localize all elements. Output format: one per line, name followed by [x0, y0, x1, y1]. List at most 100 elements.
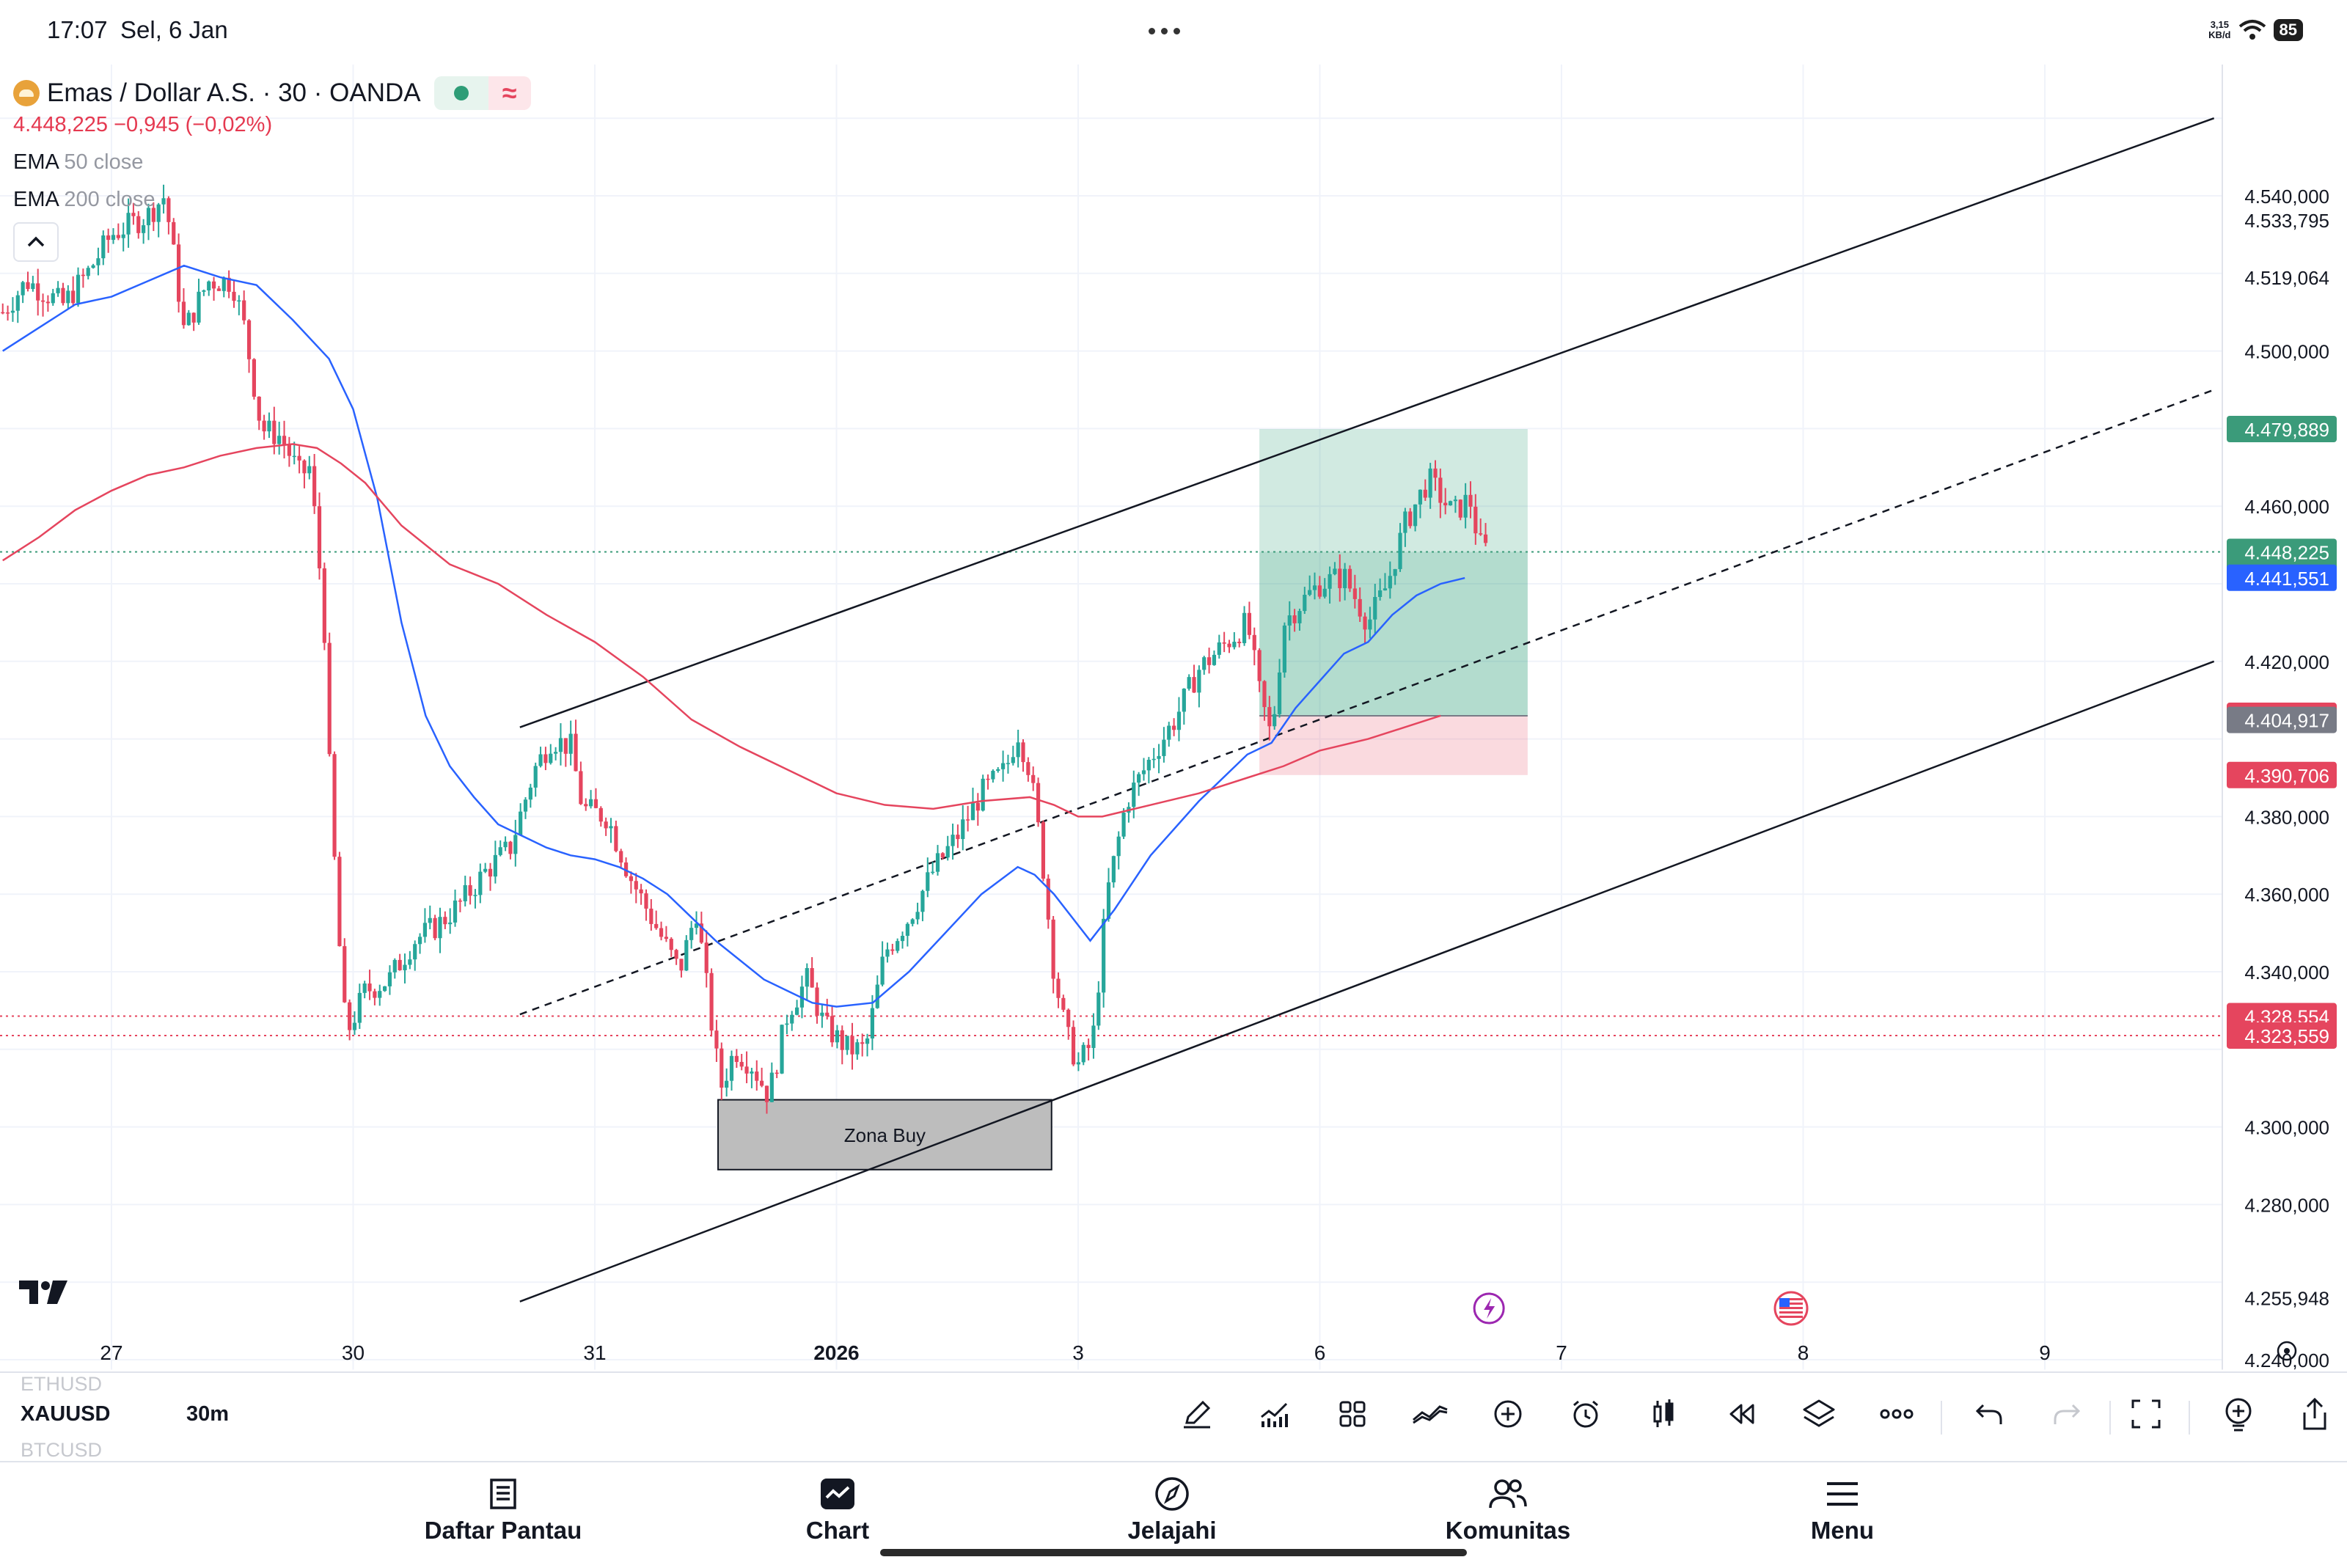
ema200-legend[interactable]: EMA 200 close: [13, 188, 531, 212]
fullscreen-button[interactable]: [2126, 1393, 2167, 1435]
tradingview-logo-icon[interactable]: [19, 1279, 69, 1305]
candle-body: [172, 221, 176, 245]
symbol-next[interactable]: BTCUSD: [21, 1439, 103, 1461]
candle-body: [191, 312, 196, 323]
ema50-params: 50 close: [64, 150, 144, 174]
interval-selector[interactable]: 30m: [186, 1402, 230, 1426]
templates-button[interactable]: [1332, 1393, 1373, 1435]
candle-body: [106, 235, 111, 241]
price-label: 4.519,064: [2244, 267, 2329, 289]
candle-body: [785, 1023, 789, 1025]
compare-button[interactable]: [1410, 1393, 1451, 1435]
candle-body: [1333, 568, 1337, 574]
candle-body: [1403, 511, 1407, 533]
candle-body: [1086, 1044, 1091, 1048]
home-indicator[interactable]: [880, 1549, 1467, 1556]
candle-body: [1172, 725, 1176, 730]
nav-menu-label: Menu: [1810, 1517, 1875, 1544]
price-chart[interactable]: Zona Buy 4.540,000 4.500,000 4.460,000 4.42…: [0, 65, 2347, 1371]
candle-body: [855, 1042, 860, 1055]
candle-body: [1197, 670, 1201, 693]
time-tick: 8: [1798, 1341, 1809, 1364]
candle-body: [805, 968, 809, 987]
stop-loss-zone: [1259, 716, 1528, 775]
price-label: 4.390,706: [2244, 765, 2329, 787]
toolbar-divider: [2109, 1401, 2111, 1435]
candle-body: [1352, 588, 1357, 599]
candle-body: [66, 290, 70, 304]
price-label: 4.404,917: [2244, 710, 2329, 732]
net-speed-value: 3,15: [2210, 19, 2229, 30]
multitask-dots-icon[interactable]: [1149, 28, 1180, 34]
nav-community-label: Komunitas: [1445, 1517, 1571, 1544]
us-flag-icon: [1773, 1291, 1809, 1326]
toolbar-divider: [1941, 1401, 1942, 1435]
more-dots-icon: [1880, 1409, 1914, 1419]
share-button[interactable]: [2294, 1393, 2335, 1435]
indicators-button[interactable]: [1254, 1393, 1295, 1435]
candle-body: [242, 300, 246, 320]
symbol-prev[interactable]: ETHUSD: [21, 1373, 103, 1395]
candle-body: [604, 821, 608, 829]
candle-body: [1428, 468, 1432, 498]
chart-type-button[interactable]: [1643, 1393, 1684, 1435]
more-button[interactable]: [1876, 1393, 1917, 1435]
nav-community[interactable]: Komunitas: [1413, 1471, 1603, 1545]
symbol-selector[interactable]: XAUUSD: [21, 1402, 111, 1426]
candle-body: [348, 1002, 352, 1030]
price-axis: 4.540,000 4.500,000 4.460,000 4.420,000 4.38…: [2227, 186, 2337, 1371]
candle-body: [262, 420, 266, 432]
candle-body: [875, 984, 879, 1008]
nav-explore[interactable]: Jelajahi: [1077, 1471, 1267, 1545]
ema50-legend[interactable]: EMA 50 close: [13, 150, 531, 175]
candle-body: [1026, 762, 1030, 775]
replay-button[interactable]: [1721, 1393, 1762, 1435]
list-icon: [490, 1479, 516, 1509]
candle-body: [216, 288, 221, 291]
candle-body: [312, 466, 317, 507]
candle-body: [1046, 879, 1050, 920]
candle-body: [860, 1042, 865, 1044]
zona-buy-box: [717, 1099, 1052, 1170]
candle-body: [1066, 1009, 1071, 1027]
symbol-title[interactable]: Emas / Dollar A.S. · 30 · OANDA: [47, 78, 421, 107]
zona-buy-label: Zona Buy: [844, 1124, 926, 1146]
candle-body: [1368, 619, 1372, 630]
market-open-status-icon[interactable]: [433, 76, 488, 110]
data-delay-icon[interactable]: ≈: [488, 76, 531, 110]
candle-body: [593, 799, 598, 808]
plus-circle-icon: [1494, 1400, 1522, 1428]
candles-icon: [1653, 1399, 1674, 1427]
price-label-bg: [2227, 415, 2337, 442]
alert-button[interactable]: [1565, 1393, 1606, 1435]
channel-mid-line: [519, 389, 2215, 1016]
nav-watchlist[interactable]: Daftar Pantau: [408, 1471, 598, 1545]
symbol-row[interactable]: Emas / Dollar A.S. · 30 · OANDA ≈: [13, 75, 531, 111]
candle-body: [1202, 657, 1207, 670]
bottom-navigation: Daftar Pantau Chart Jelajahi Komunitas M…: [0, 1461, 2347, 1568]
candle-body: [538, 754, 543, 766]
layers-button[interactable]: [1798, 1393, 1839, 1435]
candle-body: [362, 983, 367, 993]
candle-body: [21, 282, 25, 296]
redo-button[interactable]: [2046, 1393, 2087, 1435]
candle-body: [10, 310, 15, 313]
candle-body: [679, 959, 684, 971]
toolbar-divider: [2189, 1401, 2190, 1435]
candle-body: [1277, 672, 1282, 714]
candle-body: [725, 1080, 729, 1088]
candle-body: [920, 890, 925, 912]
add-button[interactable]: [1487, 1393, 1528, 1435]
nav-menu[interactable]: Menu: [1747, 1471, 1938, 1545]
candle-body: [619, 851, 623, 863]
candle-body: [940, 853, 945, 858]
undo-button[interactable]: [1969, 1393, 2010, 1435]
collapse-legend-button[interactable]: [13, 222, 59, 262]
candle-body: [1021, 742, 1025, 763]
candle-body: [584, 804, 588, 807]
drawing-tools-button[interactable]: [1176, 1393, 1218, 1435]
candle-body: [1167, 725, 1171, 740]
nav-chart[interactable]: Chart: [742, 1471, 933, 1545]
candle-body: [649, 908, 653, 924]
add-alert-idea-button[interactable]: [2218, 1393, 2259, 1435]
